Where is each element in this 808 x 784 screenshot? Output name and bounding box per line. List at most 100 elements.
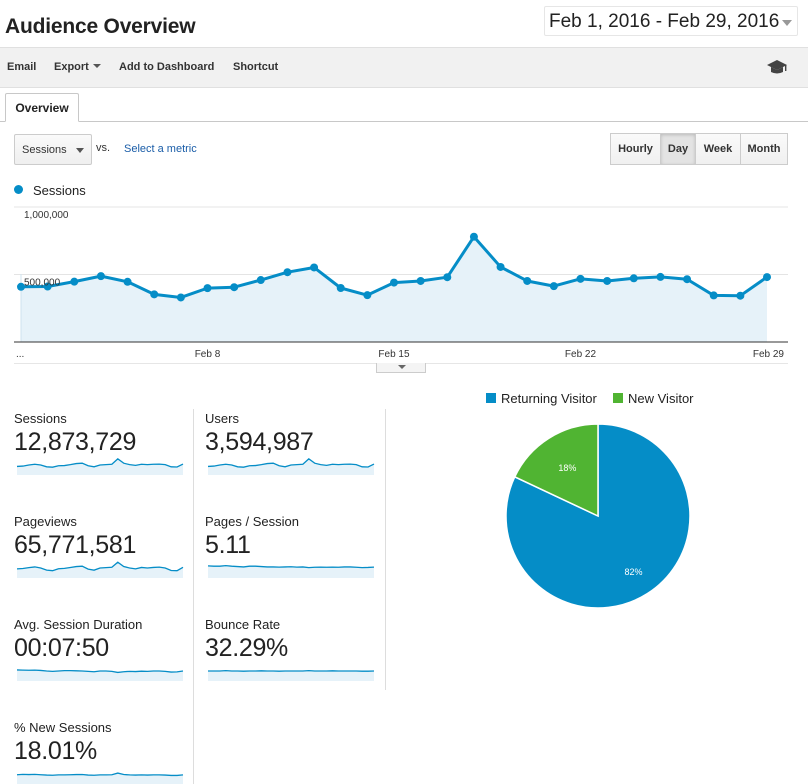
granularity-hourly-button[interactable]: Hourly [610,133,661,165]
metric-card-label: % New Sessions [14,720,112,735]
sessions-data-point[interactable] [203,284,212,293]
sparkline-line [16,772,184,777]
granularity-month-button[interactable]: Month [740,133,788,165]
chevron-down-icon [782,20,792,26]
metric-card[interactable]: Pageviews 65,771,581 [14,514,204,594]
sessions-data-point[interactable] [736,291,745,300]
sessions-line-chart[interactable]: 1,000,000 500,000... Feb 8 Feb 15 Feb 22 Feb … [0,200,808,362]
metric-sparkline [16,772,184,784]
y-tick-label: 1,000,000 [24,210,69,221]
metric-card[interactable]: % New Sessions 18.01% [14,720,204,784]
sparkline-fill [208,670,374,681]
metric-card[interactable]: Avg. Session Duration 00:07:50 [14,617,204,697]
sessions-data-point[interactable] [43,282,52,291]
metric-card-label: Avg. Session Duration [14,617,143,632]
metric-card-label: Bounce Rate [205,617,281,632]
tab-bar-line [0,121,808,122]
metric-card-label: Pages / Session [205,514,299,529]
sessions-data-point[interactable] [549,282,558,291]
metric-card-value: 5.11 [205,531,251,559]
sessions-data-point[interactable] [17,282,25,291]
metric-card-value: 32.29% [205,634,288,662]
sessions-data-point[interactable] [496,262,505,271]
export-button[interactable]: Export [54,61,101,73]
sparkline-line [16,669,184,674]
x-tick-label: Feb 22 [565,349,597,360]
sparkline-fill [208,565,374,578]
shortcut-button[interactable]: Shortcut [233,61,279,73]
metric-card-label: Users [205,411,239,426]
pie-slice-label: 82% [624,567,642,577]
granularity-week-button[interactable]: Week [695,133,741,165]
sessions-data-point[interactable] [70,277,79,286]
sessions-data-point[interactable] [523,276,532,285]
metric-sparkline [207,458,375,475]
sparkline-fill [17,458,183,475]
sessions-data-point[interactable] [603,276,612,285]
metric-card-value: 12,873,729 [14,428,137,456]
email-button[interactable]: Email [7,61,37,73]
metric-card-value: 18.01% [14,737,97,765]
sessions-data-point[interactable] [310,263,319,272]
metric-card[interactable]: Pages / Session 5.11 [205,514,395,594]
sessions-area-fill [21,236,767,342]
sessions-legend-marker [14,185,23,194]
graduation-cap-icon[interactable] [766,57,788,77]
card-divider-1 [193,409,194,784]
sessions-data-point[interactable] [656,272,665,281]
metric-sparkline [16,669,184,681]
sessions-data-point[interactable] [96,272,105,281]
metric-sparkline [16,458,184,475]
export-label: Export [54,61,89,73]
metric-card[interactable]: Sessions 12,873,729 [14,411,204,491]
returning-visitor-legend-label: Returning Visitor [501,391,597,406]
report-toolbar: Email Export Add to Dashboard Shortcut [0,47,808,88]
page-title: Audience Overview [5,15,196,38]
metric-card-label: Pageviews [14,514,77,529]
metric-dropdown-value: Sessions [22,144,67,156]
sessions-data-point[interactable] [576,274,585,283]
caret-down-icon [92,64,101,68]
metric-card-value: 65,771,581 [14,531,137,559]
sessions-data-point[interactable] [469,232,478,241]
metric-card[interactable]: Bounce Rate 32.29% [205,617,395,697]
sessions-data-point[interactable] [150,290,159,299]
sessions-data-point[interactable] [763,273,771,282]
sessions-data-point[interactable] [123,277,132,286]
pie-slice-label: 18% [558,463,576,473]
metric-card[interactable]: Users 3,594,987 [205,411,395,491]
metric-dropdown[interactable]: Sessions [14,134,92,165]
metric-sparkline [16,561,184,578]
select-metric-link[interactable]: Select a metric [124,143,197,155]
add-to-dashboard-button[interactable]: Add to Dashboard [119,61,215,73]
sessions-data-point[interactable] [416,276,425,285]
x-tick-label: Feb 29 [753,349,785,360]
sessions-data-point[interactable] [629,274,638,283]
x-tick-label: ... [16,349,24,360]
sparkline-line [16,561,184,572]
metric-sparkline [208,669,375,681]
granularity-day-button[interactable]: Day [660,133,696,165]
tab-overview[interactable]: Overview [5,93,79,122]
collapse-chart-toggle[interactable] [376,363,426,373]
sessions-data-point[interactable] [283,268,292,277]
sessions-data-point[interactable] [230,283,239,292]
pie-slice[interactable] [505,423,691,609]
new-visitor-legend-label: New Visitor [628,391,694,406]
pie-slice[interactable] [513,423,599,518]
sessions-data-point[interactable] [336,284,345,292]
sparkline-line [208,669,375,672]
sessions-data-point[interactable] [176,293,185,302]
sparkline-fill [17,669,183,681]
date-range-picker[interactable]: Feb 1, 2016 - Feb 29, 2016 [544,6,798,36]
sessions-data-point[interactable] [390,278,398,287]
sparkline-line [207,565,375,569]
visitor-type-pie-chart[interactable]: 82% 18% [504,422,692,610]
sessions-data-point[interactable] [363,291,372,300]
y-tick-label: 500,000 [24,278,61,289]
sessions-data-point[interactable] [709,291,718,300]
metric-card-value: 3,594,987 [205,428,314,456]
sessions-data-point[interactable] [443,273,452,282]
sessions-data-point[interactable] [683,275,692,284]
sessions-data-point[interactable] [256,276,265,285]
